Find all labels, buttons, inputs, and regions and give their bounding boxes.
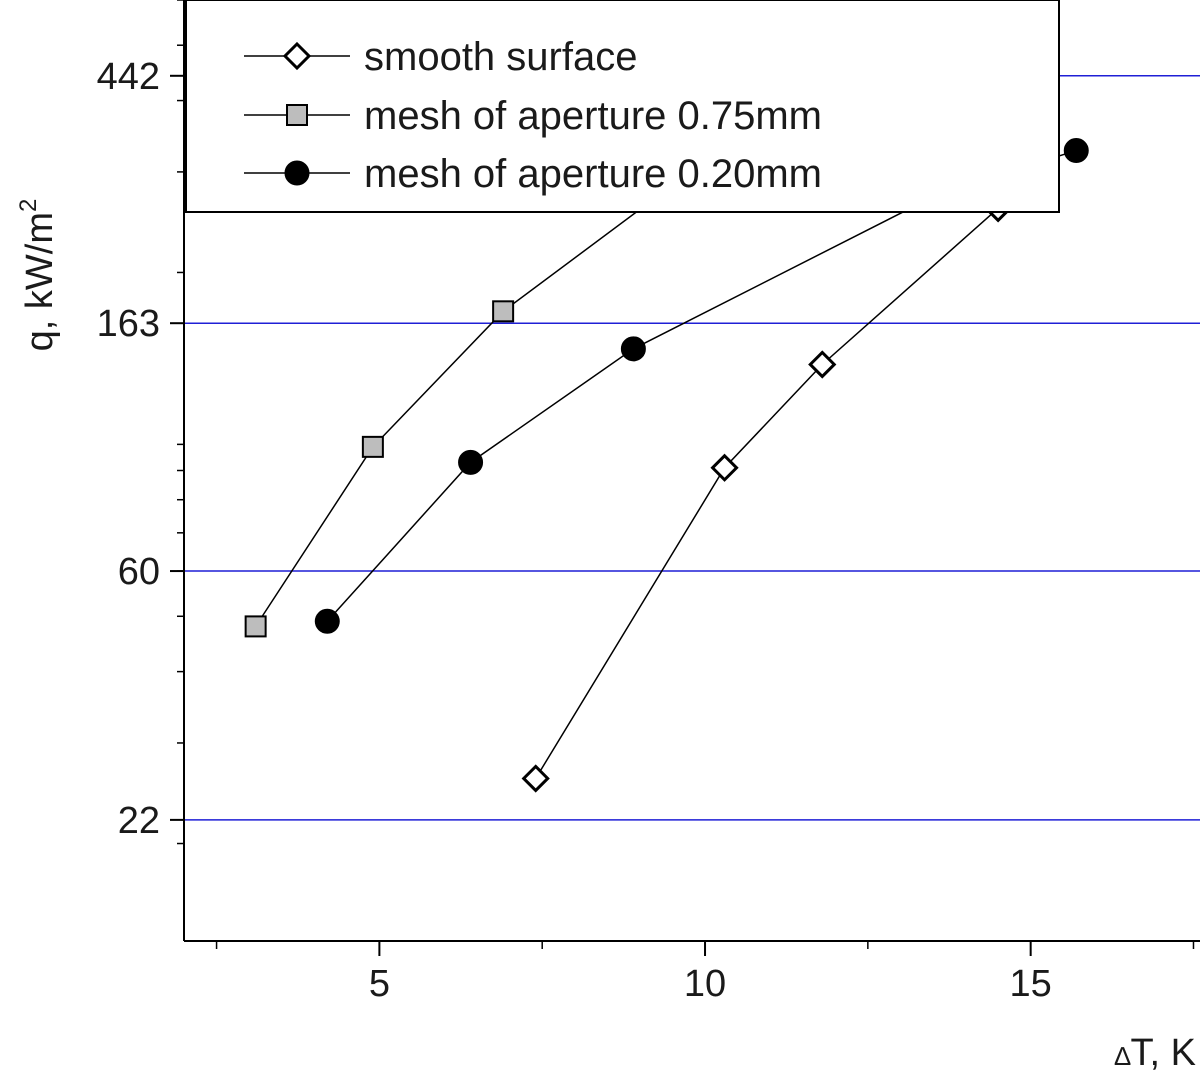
legend-items: smooth surface mesh of aperture 0.75mm mes…	[244, 35, 822, 196]
x-axis-label-delta: ∆	[1115, 1041, 1131, 1071]
series-2-point-1	[458, 449, 484, 475]
y-tick-label-22: 22	[118, 800, 160, 842]
series-2-point-0	[314, 608, 340, 634]
x-tick-label-15: 15	[1010, 963, 1052, 1005]
series-0-point-2	[808, 350, 837, 379]
x-tick-label-5: 5	[369, 963, 390, 1005]
x-tick-label-10: 10	[684, 963, 726, 1005]
series-0-point-0	[521, 764, 550, 793]
y-tick-label-163: 163	[97, 303, 160, 345]
legend-marker-1	[286, 104, 308, 126]
y-axis-label-main: q, kW/m	[19, 212, 61, 351]
ticks-layer: 22 60 163 442 5 10 15	[97, 0, 1195, 1005]
series-line-0	[535, 207, 999, 779]
legend-label-1: mesh of aperture 0.75mm	[364, 94, 822, 138]
series-line-2	[326, 149, 1077, 622]
x-axis-label: ∆T, K	[1115, 1032, 1196, 1074]
y-axis-label: q, kW/m2	[15, 199, 61, 352]
legend-label-2: mesh of aperture 0.20mm	[364, 152, 822, 196]
legend-marker-2	[284, 160, 310, 186]
series-2-point-4	[1063, 138, 1089, 164]
y-tick-label-442: 442	[97, 56, 160, 98]
series-1-point-0	[244, 615, 267, 638]
x-axis-label-main: T, K	[1131, 1032, 1196, 1074]
legend: smooth surface mesh of aperture 0.75mm mes…	[185, 0, 1060, 213]
y-tick-label-60: 60	[118, 551, 160, 593]
series-1-point-1	[361, 435, 384, 458]
legend-label-0: smooth surface	[364, 35, 637, 79]
legend-box	[185, 0, 1060, 213]
series-0-point-1	[710, 453, 739, 482]
y-axis-label-sup: 2	[15, 199, 42, 212]
series-1-point-2	[492, 300, 515, 323]
series-2-point-2	[620, 336, 646, 362]
legend-marker-0	[282, 41, 312, 71]
